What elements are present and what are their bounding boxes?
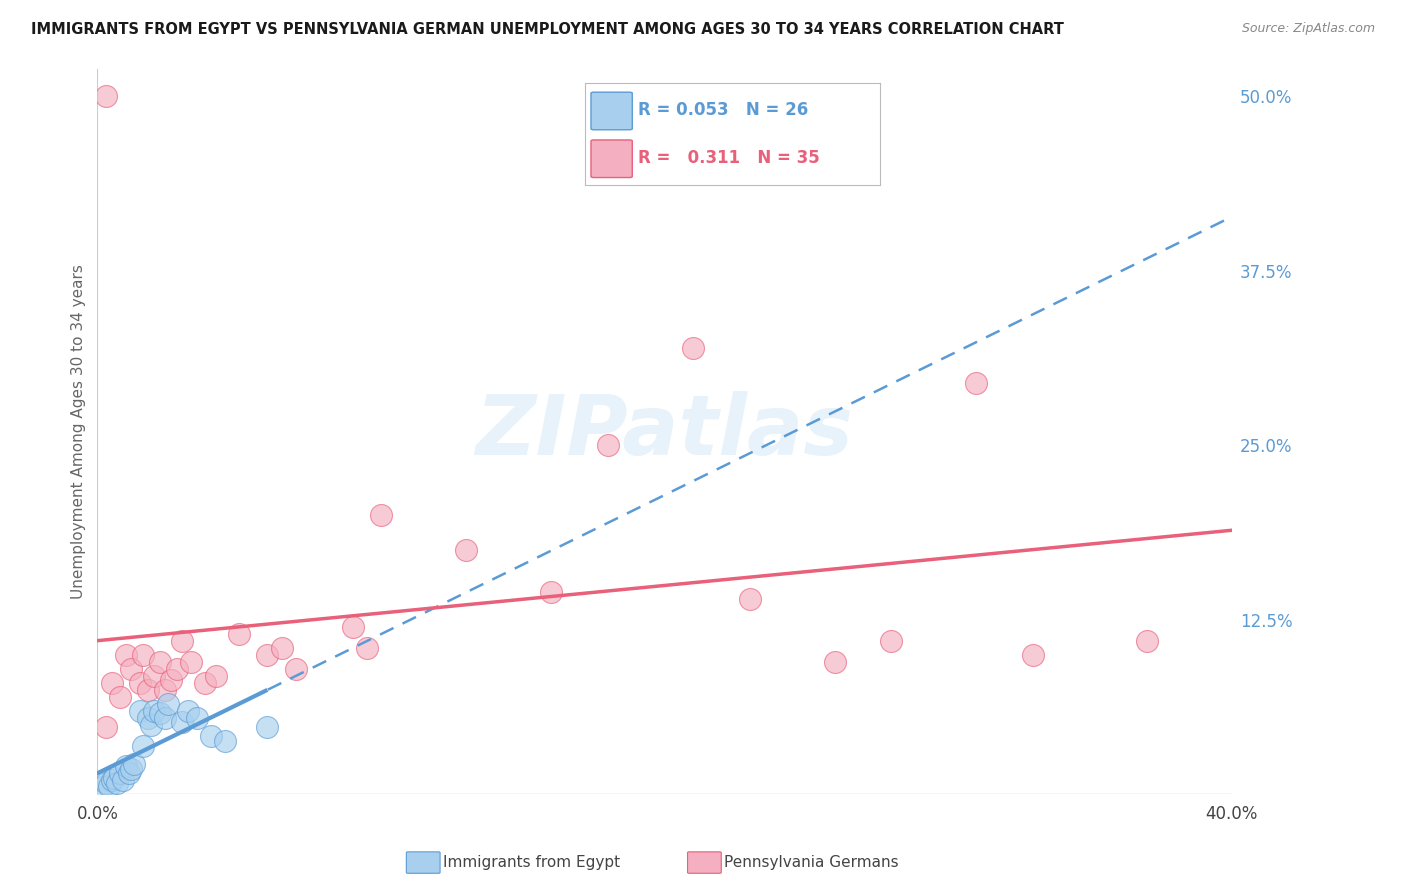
Point [160,673,183,687]
Point [143,704,166,718]
Point [200,729,222,743]
Point [177,704,200,718]
Point [108,766,131,780]
Point [100,675,122,690]
Point [284,662,307,676]
Point [738,591,761,606]
Point [141,717,163,731]
Point [114,648,136,662]
Point [342,620,364,634]
Point [120,662,142,676]
Text: Immigrants from Egypt: Immigrants from Egypt [443,855,620,870]
Point [122,756,145,771]
Point [596,438,619,452]
Point [965,376,987,390]
Text: IMMIGRANTS FROM EGYPT VS PENNSYLVANIA GERMAN UNEMPLOYMENT AMONG AGES 30 TO 34 YE: IMMIGRANTS FROM EGYPT VS PENNSYLVANIA GE… [31,22,1064,37]
Point [370,508,392,523]
Point [824,655,846,669]
Text: Pennsylvania Germans: Pennsylvania Germans [724,855,898,870]
Point [114,759,136,773]
Point [682,341,704,355]
Point [149,655,172,669]
Text: Source: ZipAtlas.com: Source: ZipAtlas.com [1241,22,1375,36]
Point [111,773,134,788]
Point [117,766,139,780]
Point [186,710,208,724]
Point [880,633,903,648]
Point [540,585,562,599]
Point [97,779,120,793]
Point [454,543,477,558]
Text: ZIPatlas: ZIPatlas [475,391,853,472]
Point [157,697,180,711]
Y-axis label: Unemployment Among Ages 30 to 34 years: Unemployment Among Ages 30 to 34 years [72,264,86,599]
Point [1022,648,1045,662]
Point [105,776,128,790]
Point [356,640,378,655]
Point [194,675,217,690]
Point [166,662,188,676]
Point [120,762,142,776]
Point [155,682,177,697]
Point [1135,633,1157,648]
Point [91,780,114,795]
Point [155,710,177,724]
Point [256,720,278,734]
Point [214,734,236,748]
Point [256,648,278,662]
Point [228,627,250,641]
Point [128,704,150,718]
Point [172,633,194,648]
Point [149,706,172,721]
Point [108,690,131,704]
Point [132,739,155,753]
Point [94,776,117,790]
Point [270,640,292,655]
Point [138,710,160,724]
Point [128,675,150,690]
Point [100,773,122,788]
Point [94,720,117,734]
Point [143,669,166,683]
Point [205,669,228,683]
Point [103,771,125,785]
Point [180,655,202,669]
Point [94,89,117,103]
Point [132,648,155,662]
Point [138,682,160,697]
Point [172,714,194,729]
